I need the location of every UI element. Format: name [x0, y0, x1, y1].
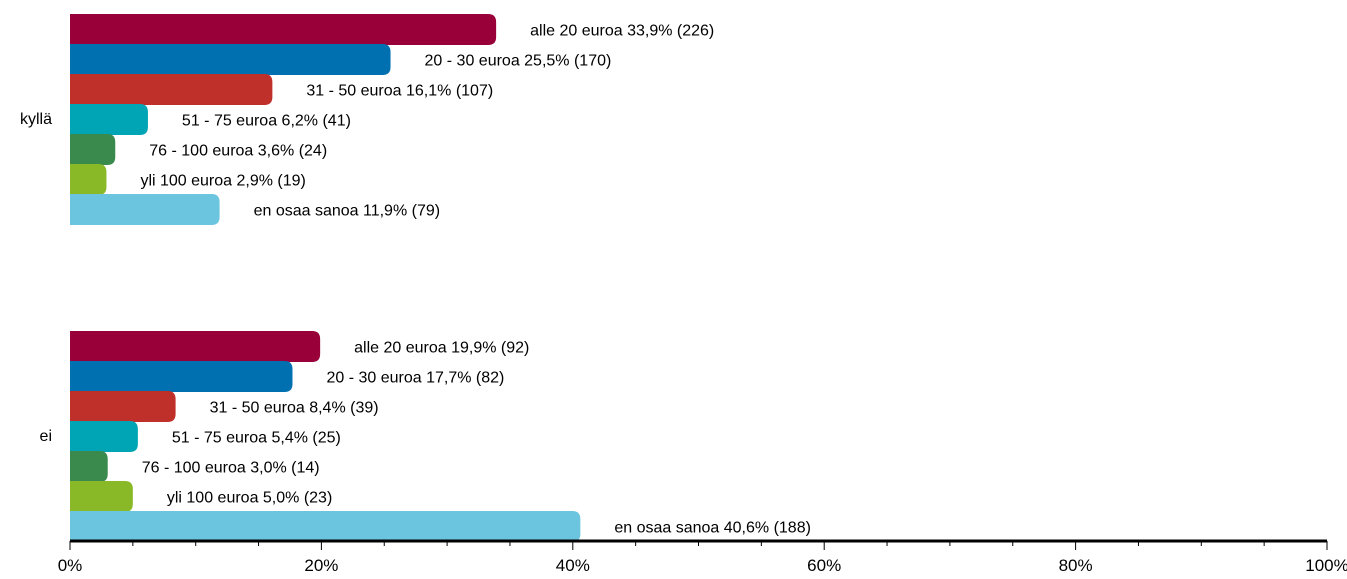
- x-axis: 0% 20% 40% 60% 80% 100%: [58, 539, 1347, 575]
- bar-ei-1: [70, 361, 293, 392]
- bar-kyllä-3: [70, 104, 148, 135]
- bar-label-kyllä-5: yli 100 euroa 2,9% (19): [140, 173, 305, 190]
- bar-label-ei-2: 31 - 50 euroa 8,4% (39): [210, 400, 379, 417]
- x-tick-label-1: 20%: [304, 556, 338, 575]
- bar-kyllä-6: [70, 194, 220, 225]
- bar-label-ei-0: alle 20 euroa 19,9% (92): [354, 340, 529, 357]
- bar-label-kyllä-3: 51 - 75 euroa 6,2% (41): [182, 113, 351, 130]
- bar-ei-2: [70, 391, 176, 422]
- x-tick-label-2: 40%: [556, 556, 590, 575]
- bar-label-kyllä-0: alle 20 euroa 33,9% (226): [530, 23, 714, 40]
- bar-kyllä-5: [70, 164, 107, 195]
- x-tick-label-5: 100%: [1305, 556, 1347, 575]
- bar-ei-5: [70, 481, 133, 512]
- group-label-0: kyllä: [20, 111, 52, 128]
- bar-ei-3: [70, 421, 138, 452]
- bar-label-kyllä-1: 20 - 30 euroa 25,5% (170): [425, 53, 612, 70]
- x-tick-label-0: 0%: [58, 556, 83, 575]
- bar-label-kyllä-6: en osaa sanoa 11,9% (79): [254, 203, 441, 220]
- bar-kyllä-2: [70, 74, 273, 105]
- bar-label-ei-3: 51 - 75 euroa 5,4% (25): [172, 430, 341, 447]
- x-tick-label-3: 60%: [807, 556, 841, 575]
- bar-kyllä-1: [70, 44, 391, 75]
- bar-label-kyllä-2: 31 - 50 euroa 16,1% (107): [306, 83, 493, 100]
- x-tick-label-4: 80%: [1059, 556, 1093, 575]
- bar-label-kyllä-4: 76 - 100 euroa 3,6% (24): [149, 143, 327, 160]
- bar-label-ei-1: 20 - 30 euroa 17,7% (82): [326, 370, 504, 387]
- bar-ei-6: [70, 511, 581, 542]
- bar-kyllä-0: [70, 14, 497, 45]
- bar-ei-0: [70, 331, 321, 362]
- bars-layer: [70, 14, 581, 542]
- bar-label-ei-4: 76 - 100 euroa 3,0% (14): [142, 460, 320, 477]
- bar-kyllä-4: [70, 134, 116, 165]
- bar-label-ei-6: en osaa sanoa 40,6% (188): [614, 520, 811, 537]
- group-label-1: ei: [40, 428, 52, 445]
- bar-ei-4: [70, 451, 108, 482]
- bar-label-ei-5: yli 100 euroa 5,0% (23): [167, 490, 332, 507]
- bar-labels-layer: alle 20 euroa 33,9% (226) 20 - 30 euroa 2…: [20, 23, 811, 537]
